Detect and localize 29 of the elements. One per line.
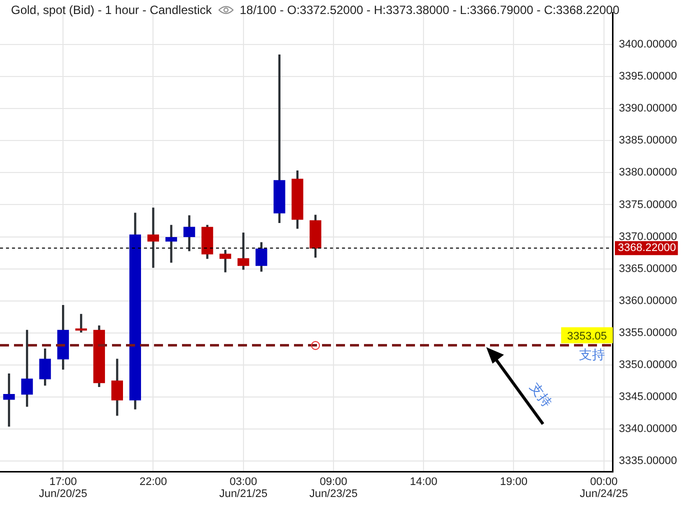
y-tick-label: 3400.00000 xyxy=(618,38,678,51)
y-tick-label: 3340.00000 xyxy=(618,422,678,435)
x-tick-label: 00:00 Jun/24/25 xyxy=(580,476,628,500)
y-tick-label: 3360.00000 xyxy=(618,294,678,307)
x-tick-label: 14:00 xyxy=(410,476,438,488)
y-tick-label: 3390.00000 xyxy=(618,102,678,115)
chart-subtitle: 18/100 - O:3372.52000 - H:3373.38000 - L:3366.79000 - C:3368.22000 xyxy=(240,3,620,17)
y-tick-label: 3385.00000 xyxy=(618,134,678,147)
y-tick-label: 3375.00000 xyxy=(618,198,678,211)
y-tick-label: 3345.00000 xyxy=(618,390,678,403)
y-tick-label: 3395.00000 xyxy=(618,70,678,83)
x-tick-label: 22:00 xyxy=(139,476,167,488)
x-tick-label: 17:00 Jun/20/25 xyxy=(38,476,88,500)
x-tick-label: 09:00 Jun/23/25 xyxy=(309,476,358,500)
y-tick-label: 3355.00000 xyxy=(618,326,678,339)
x-tick-label: 03:00 Jun/21/25 xyxy=(219,476,268,500)
chart-title: Gold, spot (Bid) - 1 hour - Candlestick xyxy=(11,3,212,17)
annotation: 支持 xyxy=(526,380,554,410)
ref-line-label: 3368.22000 xyxy=(618,242,676,254)
annotation: 支持 xyxy=(578,348,605,364)
y-tick-label: 3335.00000 xyxy=(618,454,678,467)
y-tick-label: 3350.00000 xyxy=(618,358,678,371)
candlestick xyxy=(165,224,178,263)
y-tick-label: 3380.00000 xyxy=(618,166,678,179)
candlestick xyxy=(147,208,160,268)
y-tick-label: 3365.00000 xyxy=(618,262,678,275)
y-tick-label: 3370.00000 xyxy=(618,230,678,243)
x-tick-label: 19:00 xyxy=(500,476,528,488)
ref-line-label: 3353.05 xyxy=(567,330,607,342)
